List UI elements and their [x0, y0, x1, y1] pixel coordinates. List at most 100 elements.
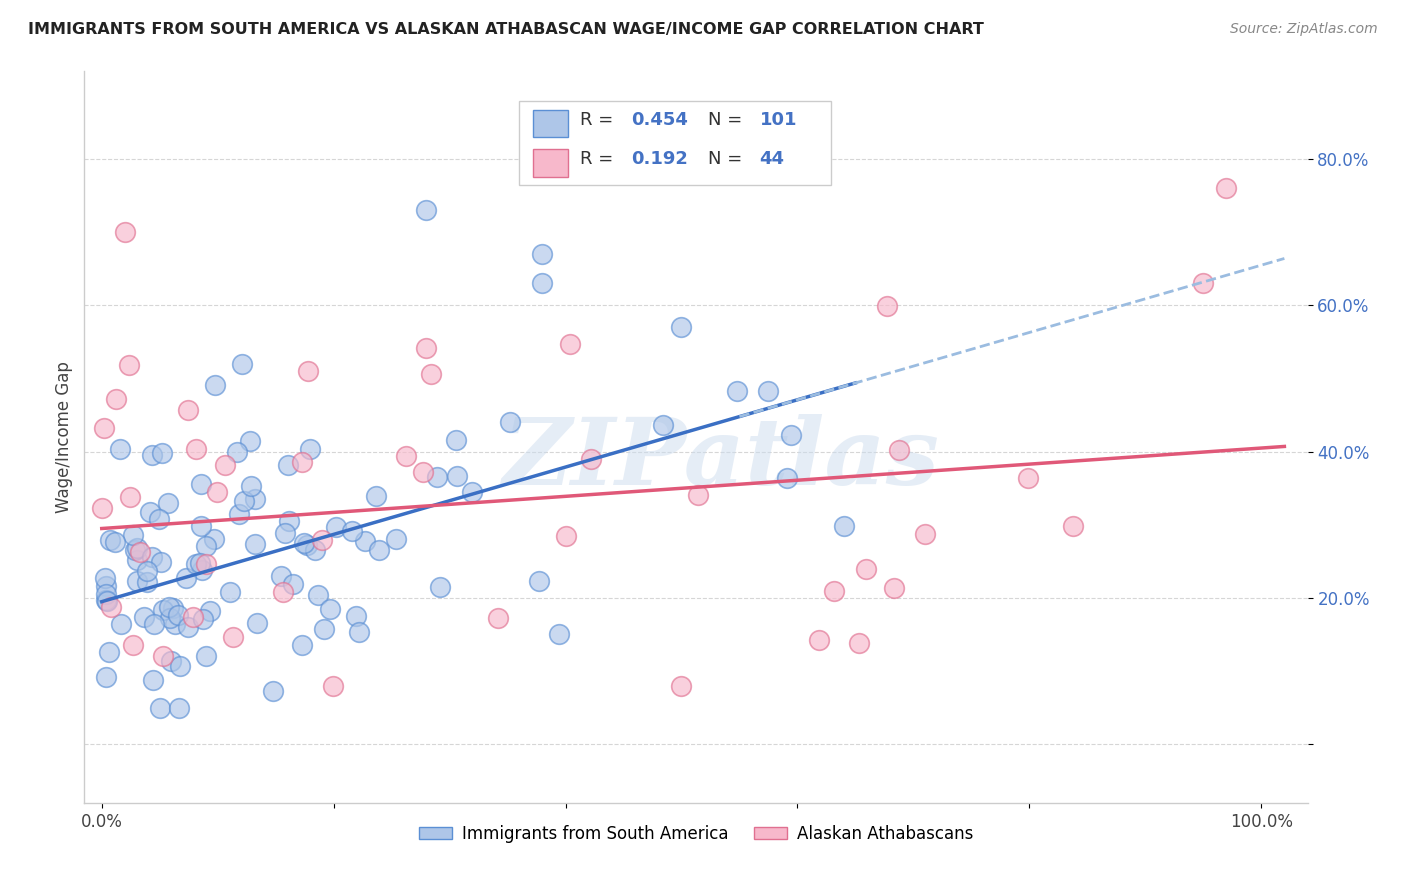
Point [159, 611, 181, 625]
Point [808, 632, 831, 647]
Point [429, 580, 451, 594]
Point [527, 574, 550, 589]
Point [855, 561, 877, 575]
Point [579, 451, 602, 466]
Point [205, 484, 228, 499]
Point [270, 569, 292, 583]
Point [94, 571, 117, 585]
Point [219, 585, 242, 599]
Point [157, 600, 180, 615]
Point [444, 433, 467, 447]
FancyBboxPatch shape [533, 110, 568, 137]
Point [304, 542, 326, 557]
Point [96, 587, 118, 601]
Point [135, 574, 157, 589]
Text: R =: R = [579, 151, 619, 169]
Point [124, 543, 146, 558]
Point [1062, 518, 1084, 533]
Point [344, 609, 367, 624]
Point [98, 645, 121, 659]
Text: N =: N = [709, 151, 748, 169]
Point [1215, 181, 1237, 195]
Point [914, 526, 936, 541]
Point [291, 638, 314, 652]
Point [100, 600, 122, 615]
Point [756, 384, 779, 399]
Point [277, 514, 299, 528]
Point [135, 564, 157, 578]
Point [262, 684, 284, 698]
Point [307, 588, 329, 602]
Point [340, 524, 363, 539]
Point [1017, 471, 1039, 485]
Point [780, 428, 803, 442]
Point [318, 602, 340, 616]
Point [531, 247, 554, 261]
Point [239, 434, 262, 449]
Point [160, 654, 183, 668]
Point [165, 617, 187, 632]
Point [887, 443, 910, 458]
Point [876, 299, 898, 313]
FancyBboxPatch shape [533, 149, 568, 177]
Point [122, 638, 145, 652]
Point [108, 442, 131, 456]
Text: ZIPatlas: ZIPatlas [502, 414, 939, 504]
Point [415, 203, 437, 218]
Point [347, 624, 370, 639]
Point [195, 649, 218, 664]
Point [298, 442, 321, 457]
Point [149, 555, 172, 569]
Point [367, 542, 389, 557]
Point [142, 673, 165, 687]
Point [231, 357, 253, 371]
Point [312, 622, 335, 636]
Point [186, 442, 208, 456]
Point [129, 545, 152, 559]
Point [311, 533, 333, 547]
Point [141, 550, 163, 565]
Point [90, 501, 112, 516]
Point [461, 485, 484, 500]
Point [93, 420, 115, 434]
Point [243, 491, 266, 506]
Point [94, 592, 117, 607]
Point [245, 537, 267, 551]
Point [143, 616, 166, 631]
Text: 101: 101 [759, 111, 797, 128]
Point [385, 532, 408, 546]
Point [191, 612, 214, 626]
Point [325, 520, 347, 534]
Point [651, 417, 673, 432]
Point [420, 367, 443, 381]
Point [166, 608, 188, 623]
Point [148, 512, 170, 526]
Point [560, 337, 582, 351]
Point [190, 563, 212, 577]
Point [366, 489, 388, 503]
Text: IMMIGRANTS FROM SOUTH AMERICA VS ALASKAN ATHABASCAN WAGE/INCOME GAP CORRELATION : IMMIGRANTS FROM SOUTH AMERICA VS ALASKAN… [28, 22, 984, 37]
Point [239, 479, 262, 493]
Point [486, 611, 509, 625]
Point [233, 494, 256, 508]
Point [214, 458, 236, 472]
Point [883, 582, 905, 596]
Point [291, 455, 314, 469]
Point [190, 519, 212, 533]
Point [322, 679, 344, 693]
Point [169, 659, 191, 673]
Point [498, 415, 520, 429]
Point [446, 469, 468, 483]
Point [125, 574, 148, 588]
Point [195, 539, 218, 553]
Point [686, 488, 709, 502]
Point [832, 519, 855, 533]
Point [271, 585, 294, 599]
Point [202, 532, 225, 546]
Text: 44: 44 [759, 151, 785, 169]
Point [226, 445, 249, 459]
Point [228, 507, 250, 521]
Point [531, 277, 554, 291]
Point [156, 495, 179, 509]
Y-axis label: Wage/Income Gap: Wage/Income Gap [55, 361, 73, 513]
